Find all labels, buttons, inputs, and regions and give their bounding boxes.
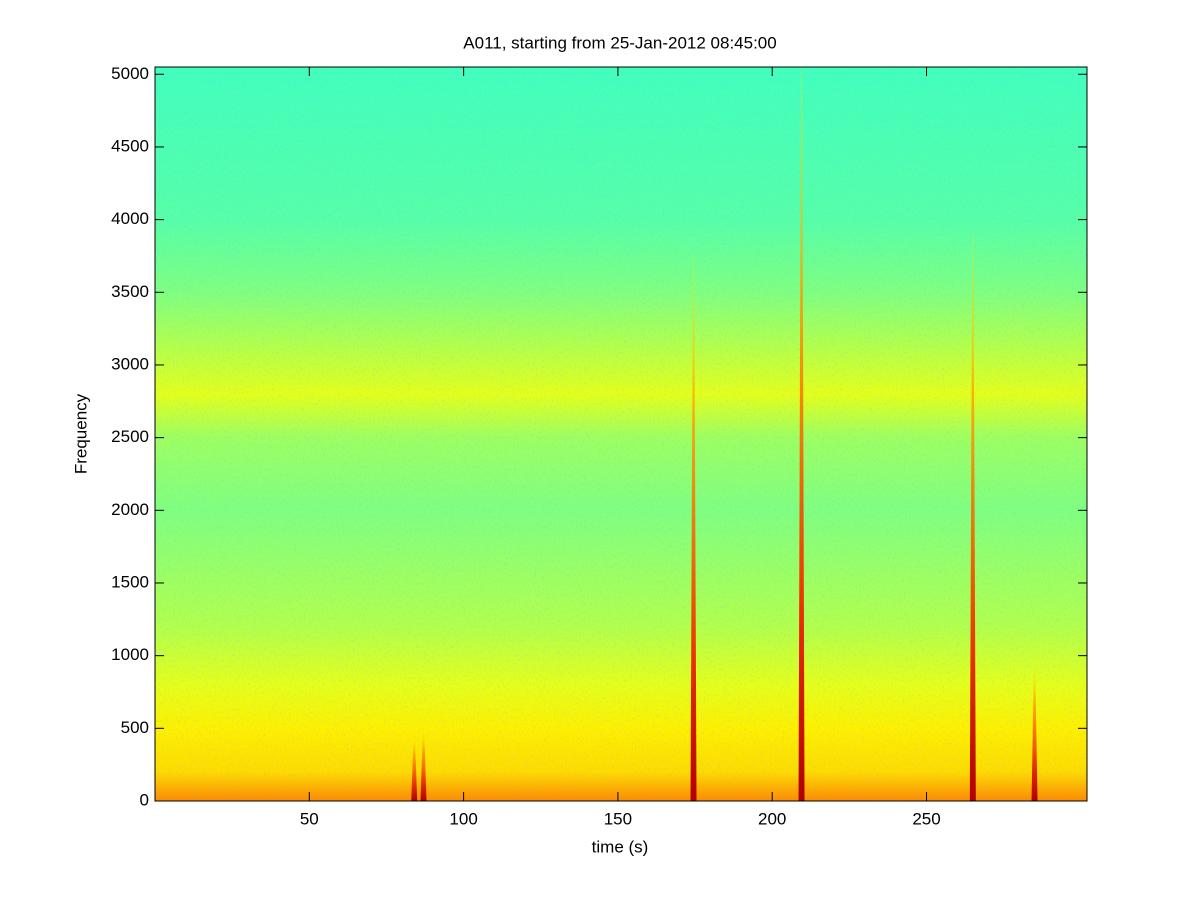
y-tick-label: 4000 [111, 209, 149, 228]
streak [420, 728, 427, 801]
y-tick-label: 500 [121, 718, 149, 737]
chart-title: A011, starting from 25-Jan-2012 08:45:00 [463, 33, 776, 52]
y-tick-label: 2000 [111, 500, 149, 519]
y-axis-label: Frequency [71, 393, 90, 474]
x-tick-label: 50 [300, 809, 319, 828]
y-tick-label: 1500 [111, 572, 149, 591]
spectrogram-noise [155, 67, 1087, 801]
streak [969, 234, 976, 802]
y-tick-label: 3000 [111, 354, 149, 373]
x-tick-label: 100 [449, 809, 477, 828]
y-tick-label: 4500 [111, 136, 149, 155]
y-tick-label: 3500 [111, 282, 149, 301]
x-tick-label: 250 [912, 809, 940, 828]
plot-frame [154, 66, 1088, 802]
streak [1031, 662, 1038, 801]
x-tick-label: 150 [604, 809, 632, 828]
y-tick-label: 2500 [111, 427, 149, 446]
streak [798, 67, 805, 801]
streak [690, 255, 697, 801]
y-tick-label: 5000 [111, 64, 149, 83]
y-tick-label: 0 [140, 790, 149, 809]
x-tick-label: 200 [758, 809, 786, 828]
y-tick-label: 1000 [111, 645, 149, 664]
x-axis-label: time (s) [592, 837, 649, 856]
streak [411, 735, 418, 801]
